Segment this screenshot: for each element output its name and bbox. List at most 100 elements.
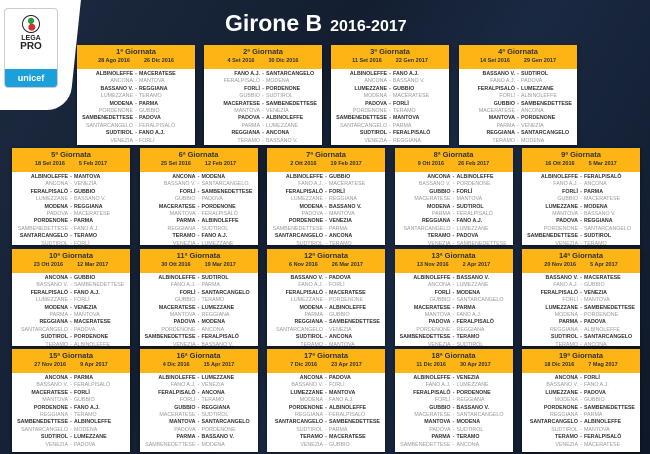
- match-row: GUBBIO - PADOVA: [140, 196, 258, 203]
- separator: -: [452, 397, 455, 404]
- home-team: SUDTIROL: [41, 240, 68, 247]
- separator: -: [197, 382, 200, 389]
- home-team: LUMEZZANE: [354, 85, 387, 92]
- home-team: FORLÌ: [244, 85, 260, 92]
- home-team: FORLÌ: [179, 188, 196, 195]
- separator: -: [580, 225, 582, 232]
- away-team: VENEZIA: [521, 122, 544, 129]
- giornata-dates: 9 Ott 2016 26 Feb 2017: [395, 160, 513, 169]
- away-team: REGGIANA: [74, 203, 103, 210]
- separator: -: [517, 130, 519, 137]
- away-team: PARMA: [329, 225, 348, 232]
- match-row: PADOVA - MANTOVA: [267, 211, 385, 218]
- home-team: SUDTIROL: [296, 426, 323, 433]
- away-team: TERAMO: [201, 397, 225, 404]
- separator: -: [452, 181, 455, 188]
- home-team: GUBBIO: [493, 100, 515, 107]
- home-team: SAMBENEDETTESE: [17, 419, 68, 426]
- away-team: PADOVA: [584, 319, 606, 326]
- home-team: ANCONA: [44, 375, 68, 381]
- separator: -: [580, 203, 582, 210]
- match-row: MODENA - REGGIANA: [12, 204, 130, 211]
- separator: -: [580, 375, 582, 381]
- home-team: TERAMO: [555, 434, 578, 441]
- away-team: LUMEZZANE: [456, 225, 489, 232]
- giornata-label: 19ª Giornata: [558, 351, 604, 360]
- giornata-label: 6ª Giornata: [178, 150, 219, 159]
- match-row: SAMBENEDETTESE - MODENA: [140, 442, 258, 449]
- home-team: REGGIANA: [421, 218, 451, 225]
- separator: -: [197, 196, 200, 203]
- match-row: SANTARCANGELO - TERAMO: [12, 233, 130, 240]
- away-team: TERAMO: [74, 233, 97, 240]
- giornata-card: 9ª Giornata 16 Ott 2016 5 Mar 2017 ALBINOL…: [522, 148, 640, 247]
- away-team: ANCONA: [201, 326, 225, 333]
- home-team: LUMEZZANE: [545, 203, 578, 210]
- separator: -: [70, 211, 72, 218]
- away-team: SAMBENEDETTESE: [456, 240, 507, 247]
- match-list: ALBINOLEFFE - MANTOVA ANCONA - VENEZIA FERALPI…: [12, 172, 130, 250]
- giornata-header: 11ª Giornata 30 Ott 2016 19 Mar 2017: [139, 249, 258, 273]
- away-team: BASSANO V.: [201, 341, 234, 348]
- home-team: FANO A.J.: [298, 181, 323, 188]
- match-row: PARMA - PADOVA: [522, 319, 640, 326]
- match-row: PORDENONE - FANO A.J.: [12, 405, 130, 412]
- home-team: SANTARCANGELO: [403, 225, 451, 232]
- giornata-card: 14ª Giornata 20 Nov 2016 5 Apr 2017 BASSAN…: [522, 249, 640, 348]
- home-team: MODENA: [44, 304, 68, 311]
- match-row: MODENA - SUDTIROL: [395, 204, 513, 211]
- match-row: SAMBENEDETTESE - PARMA: [267, 226, 385, 233]
- separator: -: [197, 404, 200, 411]
- home-team: ALBINOLEFFE: [158, 275, 196, 281]
- separator: -: [580, 419, 582, 426]
- home-team: ANCONA: [110, 78, 133, 85]
- home-team: REGGIANA: [550, 412, 578, 419]
- giornata-card: 7ª Giornata 2 Ott 2016 19 Feb 2017 ALBINOL…: [267, 148, 385, 248]
- away-team: FERALPISALÒ: [329, 412, 366, 419]
- away-team: FERALPISALÒ: [74, 382, 111, 389]
- match-row: TERAMO - MANTOVA: [267, 342, 385, 349]
- match-row: ANCONA - LUMEZZANE: [395, 282, 513, 289]
- separator: -: [580, 319, 582, 326]
- match-row: TERAMO - BASSANO V.: [204, 138, 322, 145]
- match-row: LUMEZZANE - SAMBENEDETTESE: [522, 305, 640, 312]
- separator: -: [452, 275, 455, 281]
- home-team: FANO A.J.: [553, 282, 578, 289]
- match-row: FORLÌ - ALBINOLEFFE: [459, 93, 577, 100]
- home-team: MACERATESE: [414, 196, 451, 203]
- match-row: SAMBENEDETTESE - MANTOVA: [331, 115, 449, 122]
- home-team: VENEZIA: [427, 341, 451, 348]
- separator: -: [70, 233, 72, 240]
- away-team: VENEZIA: [584, 289, 607, 296]
- match-row: SUDTIROL - TERAMO: [267, 241, 385, 248]
- away-team: FORLÌ: [139, 137, 155, 144]
- home-team: FORLÌ: [434, 397, 451, 404]
- away-team: PORDENONE: [456, 389, 491, 396]
- away-team: MANTOVA: [329, 211, 355, 218]
- home-team: VENEZIA: [300, 441, 323, 448]
- away-team: MACERATESE: [139, 71, 176, 77]
- match-row: SAMBENEDETTESE - SUDTIROL: [522, 233, 640, 240]
- separator: -: [452, 334, 455, 341]
- match-row: PORDENONE - GUBBIO: [77, 108, 195, 115]
- giornata-dates: 4 Set 2016 30 Dic 2016: [204, 57, 322, 66]
- home-team: ANCONA: [299, 375, 323, 381]
- away-team: PARMA: [329, 426, 348, 433]
- away-team: SUDTIROL: [584, 233, 612, 240]
- separator: -: [197, 233, 200, 240]
- away-team: MANTOVA: [393, 115, 420, 122]
- away-team: GUBBIO: [329, 312, 350, 319]
- separator: -: [262, 78, 264, 85]
- match-row: BASSANO V. - SAMBENEDETTESE: [12, 282, 130, 289]
- match-row: MODENA - VENEZIA: [12, 305, 130, 312]
- away-team: SAMBENEDETTESE: [266, 100, 317, 107]
- match-row: SAMBENEDETTESE - PADOVA: [77, 115, 195, 122]
- home-team: SAMBENEDETTESE: [144, 334, 196, 341]
- giornata-label: 8ª Giornata: [433, 150, 474, 159]
- away-team: SUDTIROL: [201, 225, 229, 232]
- match-list: ALBINOLEFFE - LUMEZZANE FANO A.J. - VENEZIA FE…: [140, 373, 258, 451]
- separator: -: [70, 382, 72, 389]
- home-team: SANTARCANGELO: [86, 122, 133, 129]
- giornata-label: 2ª Giornata: [243, 47, 283, 56]
- away-team: LUMEZZANE: [456, 382, 489, 389]
